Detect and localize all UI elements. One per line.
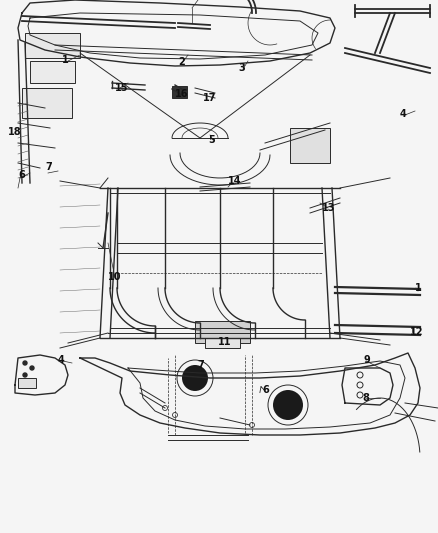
- Text: 6: 6: [18, 170, 25, 180]
- Bar: [195, 321, 250, 343]
- Text: 2: 2: [178, 57, 185, 67]
- Circle shape: [273, 390, 303, 420]
- Text: 3: 3: [238, 63, 245, 73]
- Bar: [25, 33, 80, 58]
- Text: 7: 7: [45, 162, 52, 172]
- Bar: [290, 128, 330, 163]
- Text: 4: 4: [400, 109, 407, 119]
- Text: 14: 14: [228, 176, 241, 186]
- Circle shape: [23, 373, 27, 377]
- Circle shape: [182, 365, 208, 391]
- Text: 6: 6: [262, 385, 269, 395]
- Circle shape: [23, 361, 27, 365]
- Bar: [205, 338, 240, 348]
- Text: 15: 15: [115, 83, 128, 93]
- Text: 12: 12: [410, 327, 424, 337]
- Text: 1: 1: [62, 55, 69, 65]
- Bar: [172, 86, 187, 98]
- Text: 1: 1: [415, 283, 422, 293]
- Text: 11: 11: [218, 337, 232, 347]
- Text: 7: 7: [197, 360, 204, 370]
- Text: 5: 5: [208, 135, 215, 145]
- Circle shape: [30, 366, 34, 370]
- Bar: [30, 61, 75, 83]
- Text: 16: 16: [175, 89, 188, 99]
- Text: 10: 10: [108, 272, 121, 282]
- Text: 13: 13: [322, 203, 336, 213]
- Text: 17: 17: [203, 93, 216, 103]
- Text: 8: 8: [362, 393, 369, 403]
- Text: 18: 18: [8, 127, 21, 137]
- Text: 4: 4: [58, 355, 65, 365]
- Text: 9: 9: [364, 355, 371, 365]
- Bar: [22, 88, 72, 118]
- Bar: [18, 378, 36, 388]
